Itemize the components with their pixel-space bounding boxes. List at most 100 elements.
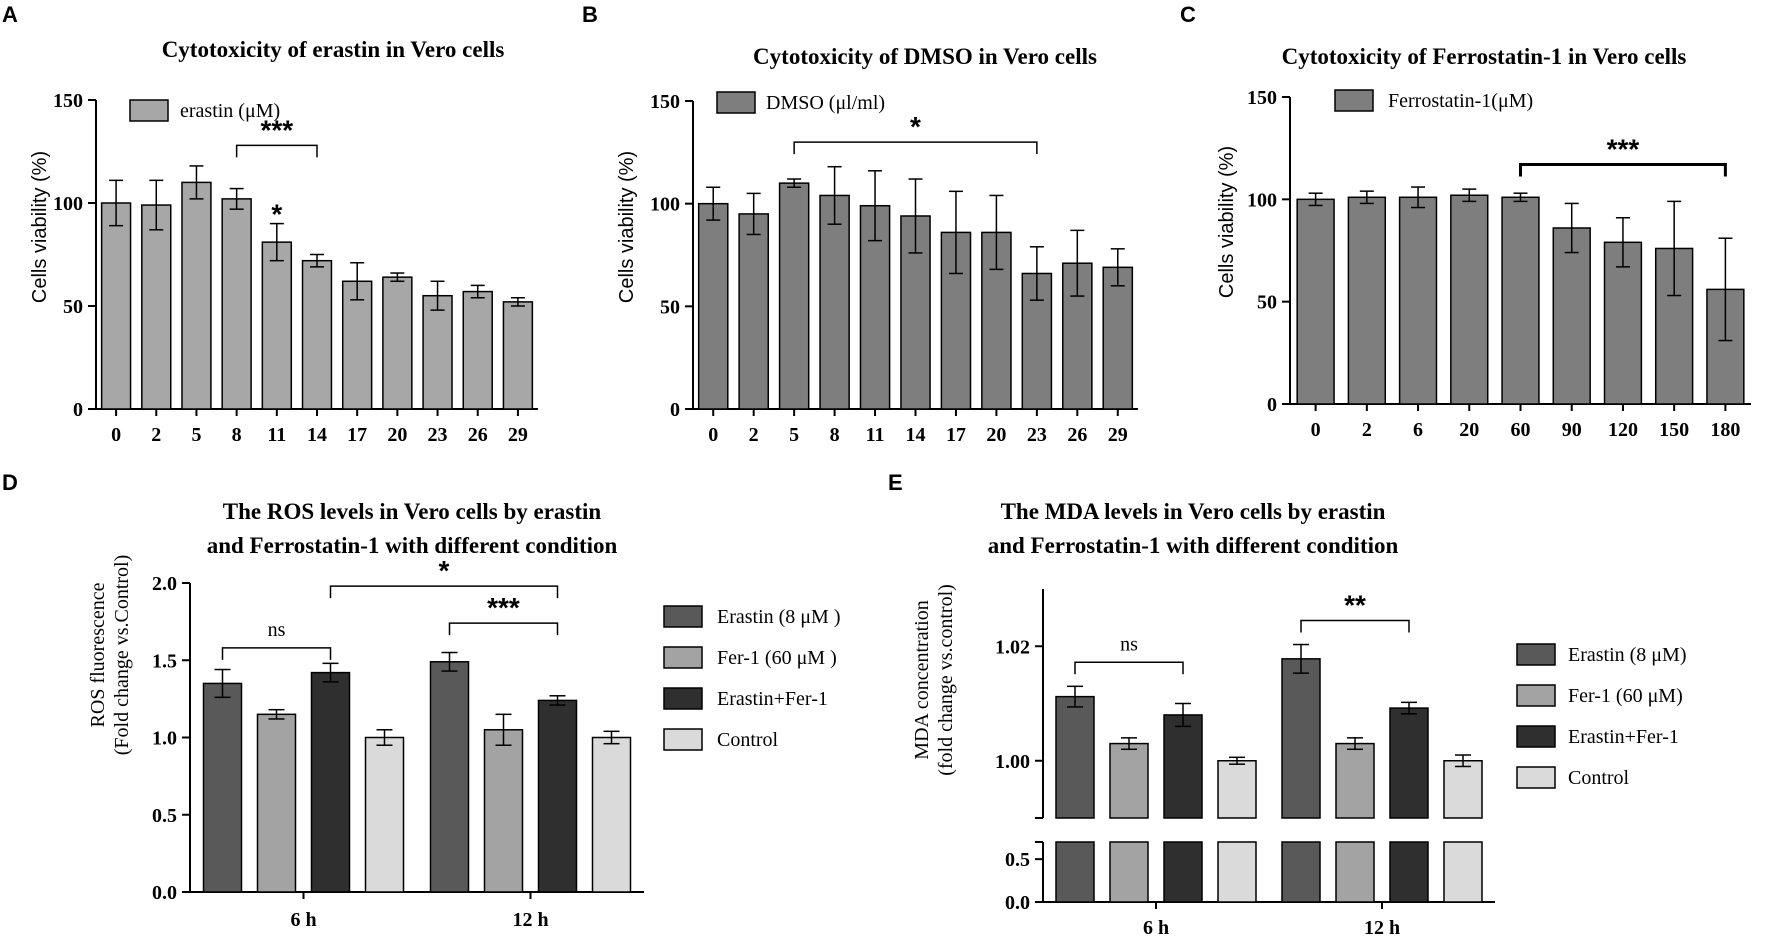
x-tick-label: 26 — [1067, 424, 1087, 446]
panel-d-ylabel-line1: ROS fluorescence — [87, 582, 109, 727]
significance-label: *** — [260, 114, 293, 145]
x-tick-label: 6 h — [1143, 917, 1169, 939]
panel-letter-d: D — [2, 470, 18, 495]
legend-e-label-combo: Erastin+Fer-1 — [1568, 726, 1679, 748]
legend-e-label-erastin: Erastin (8 μM) — [1568, 644, 1686, 666]
significance-bracket — [235, 144, 318, 158]
bar — [1501, 196, 1540, 405]
significance-bracket — [1519, 163, 1727, 177]
y-tick-label: 150 — [650, 91, 680, 113]
legend-d-swatch-combo — [663, 687, 703, 710]
significance-bracket — [221, 647, 332, 660]
x-tick-label: 6 — [1413, 419, 1423, 441]
x-tick-label: 12 h — [512, 909, 548, 931]
panel-c-title: Cytotoxicity of Ferrostatin-1 in Vero ce… — [1282, 44, 1687, 69]
legend-e-label-fer1: Fer-1 (60 μM) — [1568, 685, 1683, 707]
bar — [1450, 194, 1489, 405]
panel-e-plot: 1.00 1.02 0.0 0.5 6 h 12 h ns ** — [995, 589, 1495, 939]
y-tick-label: 0 — [73, 399, 83, 421]
x-tick-label: 0 — [708, 424, 718, 446]
panel-c-plot: 0 50 100 150 0 2 6 20 60 90 120 150 180 *** — [1247, 87, 1751, 441]
bar-control-upper — [1443, 760, 1483, 819]
bar-control-upper — [1217, 760, 1257, 819]
x-tick-label: 14 — [307, 424, 327, 446]
panel-c-legend-swatch — [1334, 89, 1374, 112]
bar-fer1-lower — [1109, 841, 1149, 903]
bar — [778, 182, 810, 410]
y-tick-label: 0.0 — [1005, 892, 1030, 914]
panel-letter-e: E — [888, 470, 903, 495]
bar-fer1 — [256, 713, 297, 893]
y-tick-label: 1.0 — [152, 728, 177, 750]
y-tick-label: 100 — [650, 194, 680, 216]
x-tick-label: 150 — [1659, 419, 1689, 441]
bar-fer1-upper — [1335, 742, 1375, 819]
bar-erastin-lower — [1055, 841, 1095, 903]
significance-bracket — [1300, 619, 1410, 633]
bar — [382, 276, 413, 410]
bar — [301, 259, 333, 410]
significance-label: *** — [487, 592, 520, 623]
bar — [502, 301, 534, 410]
bar — [1347, 196, 1387, 405]
bar-erastin-lower — [1281, 841, 1321, 903]
y-tick-label: 50 — [660, 296, 680, 318]
bar-erastin-upper — [1055, 695, 1095, 819]
panel-a-legend-swatch — [129, 99, 169, 122]
significance-label: ns — [1120, 633, 1138, 655]
legend-e-swatch-fer1 — [1516, 684, 1556, 707]
panel-b-legend-swatch — [716, 91, 756, 114]
significance-label: ns — [268, 619, 286, 641]
y-tick-label: 150 — [53, 90, 83, 112]
x-tick-label: 8 — [232, 424, 242, 446]
legend-d-swatch-erastin — [663, 605, 703, 628]
bar — [1603, 241, 1643, 405]
y-tick-label: 150 — [1247, 87, 1277, 109]
y-tick-label: 100 — [53, 193, 83, 215]
bar-erastin — [202, 682, 243, 893]
x-tick-label: 14 — [906, 424, 926, 446]
significance-label: ** — [1344, 589, 1366, 620]
bar — [738, 213, 769, 410]
legend-e-swatch-erastin — [1516, 643, 1556, 666]
significance-label: * — [439, 555, 450, 586]
panel-e-title-line2: and Ferrostatin-1 with different conditi… — [988, 533, 1399, 558]
legend-d-label-fer1: Fer-1 (60 μM ) — [717, 647, 837, 669]
panel-c-ylabel: Cells viability (%) — [1216, 146, 1238, 298]
panel-d-title-line1: The ROS levels in Vero cells by erastin — [223, 499, 602, 524]
panel-letter-b: B — [582, 2, 598, 27]
panel-d-plot: 0.00.51.01.52.06 h 12 hns**** — [152, 555, 644, 931]
x-tick-label: 180 — [1710, 419, 1740, 441]
x-tick-label: 6 h — [290, 909, 316, 931]
panel-a-ylabel: Cells viability (%) — [29, 151, 51, 303]
bar — [819, 194, 850, 410]
legend-d-swatch-fer1 — [663, 646, 703, 669]
y-tick-label: 0 — [670, 399, 680, 421]
x-tick-label: 8 — [830, 424, 840, 446]
bar-fer1 — [483, 729, 524, 893]
bar-combo-upper — [1389, 707, 1429, 819]
panel-letter-c: C — [1180, 2, 1196, 27]
x-tick-label: 17 — [347, 424, 367, 446]
x-tick-label: 120 — [1608, 419, 1638, 441]
panel-e-ylabel-line2: (fold change vs.control) — [935, 584, 957, 776]
y-tick-label: 0.0 — [152, 882, 177, 904]
y-tick-label: 50 — [63, 296, 83, 318]
bar — [1398, 196, 1438, 405]
x-tick-label: 29 — [508, 424, 528, 446]
panel-letter-a: A — [2, 2, 18, 27]
bar-combo-upper — [1163, 714, 1203, 819]
x-tick-label: 20 — [387, 424, 407, 446]
panel-b-title: Cytotoxicity of DMSO in Vero cells — [753, 44, 1097, 69]
legend-e-swatch-combo — [1516, 725, 1556, 748]
legend-d-label-control: Control — [717, 729, 779, 751]
panel-e-ylabel-line1: MDA concentration — [911, 600, 933, 759]
x-tick-label: 20 — [986, 424, 1006, 446]
bar-erastin-upper — [1281, 658, 1321, 819]
panel-e-legend: Erastin (8 μM) Fer-1 (60 μM) Erastin+Fer… — [1516, 643, 1686, 789]
x-tick-label: 0 — [1311, 419, 1321, 441]
y-tick-label: 2.0 — [152, 573, 177, 595]
panel-a-legend-label: erastin (μM) — [180, 100, 280, 122]
y-tick-label: 1.02 — [995, 636, 1030, 658]
